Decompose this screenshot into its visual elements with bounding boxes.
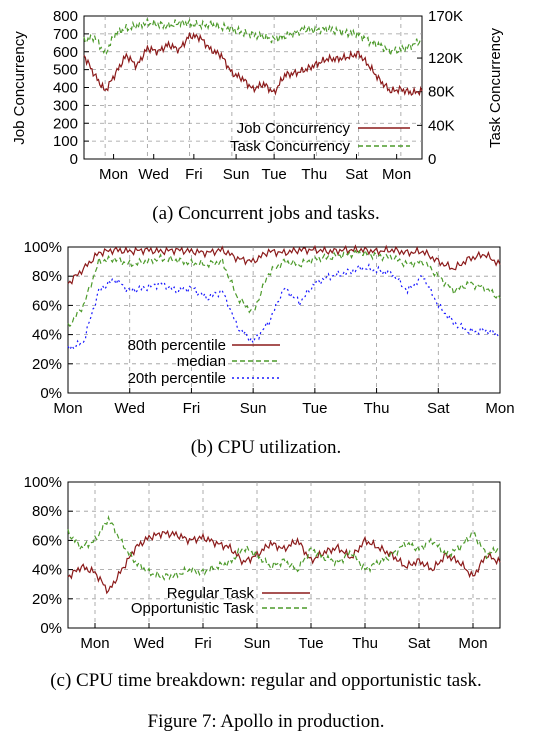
chart-c-ytick-label: 100%	[24, 474, 62, 491]
chart-a-caption: (a) Concurrent jobs and tasks.	[152, 203, 379, 224]
chart-c-xtick-label: Mon	[458, 635, 487, 652]
chart-c-xtick-label: Wed	[134, 635, 165, 652]
chart-a-xtick-label: Mon	[99, 166, 128, 183]
chart-b-ytick-label: 80%	[32, 268, 62, 285]
chart-c-series-opportunistic-task	[67, 514, 501, 581]
chart-c-xtick-label: Sun	[244, 635, 271, 652]
chart-c-xtick-label: Sat	[408, 635, 431, 652]
chart-a-legend: Job Concurrency Task Concurrency	[230, 120, 410, 155]
chart-b-xtick-label: Sat	[427, 400, 450, 417]
chart-b-series-median	[67, 248, 501, 328]
chart-b-ytick-label: 100%	[24, 239, 62, 256]
legend-20th-percentile: 20th percentile	[128, 370, 226, 387]
chart-a-xtick-label: Mon	[382, 166, 411, 183]
chart-c-grid	[68, 482, 500, 628]
chart-c-ytick-label: 0%	[40, 620, 62, 637]
chart-c-ytick-label: 60%	[32, 532, 62, 549]
chart-a-ytick-label: 100	[53, 133, 78, 150]
chart-c-xtick-label: Thu	[352, 635, 378, 652]
chart-c-ytick-label: 20%	[32, 591, 62, 608]
chart-b-ytick-label: 60%	[32, 297, 62, 314]
chart-b-series-80th-percentile	[67, 244, 501, 285]
legend-regular-task: Regular Task	[167, 585, 255, 602]
chart-c-ytick-label: 40%	[32, 562, 62, 579]
chart-a-ytick-label: 700	[53, 26, 78, 43]
chart-a-series-task-concurrency	[83, 18, 423, 56]
chart-c-series-regular-task	[67, 529, 501, 595]
chart-b-xtick-label: Mon	[53, 400, 82, 417]
chart-a-xtick-label: Sat	[345, 166, 368, 183]
chart-c-ytick-label: 80%	[32, 503, 62, 520]
chart-a-ytick-label: 400	[53, 80, 78, 97]
chart-c-x-ticks: Mon Wed Fri Sun Tue Thu Sat Mon	[80, 623, 488, 652]
chart-b-xtick-label: Sun	[240, 400, 267, 417]
chart-c-legend: Regular Task Opportunistic Task	[131, 585, 310, 617]
chart-a-y2label: Task Concurrency	[487, 27, 504, 148]
chart-b-legend: 80th percentile median 20th percentile	[128, 337, 280, 387]
figure-caption: Figure 7: Apollo in production.	[148, 711, 385, 732]
chart-a-y2tick-label: 120K	[428, 50, 463, 67]
chart-a-series	[83, 18, 423, 97]
legend-task-concurrency: Task Concurrency	[230, 138, 351, 155]
chart-a-ylabel: Job Concurrency	[11, 31, 28, 145]
chart-b-xtick-label: Mon	[485, 400, 514, 417]
chart-a-xtick-label: Fri	[185, 166, 203, 183]
chart-c-xtick-label: Fri	[194, 635, 212, 652]
chart-a-ytick-label: 500	[53, 62, 78, 79]
chart-c-caption: (c) CPU time breakdown: regular and oppo…	[50, 670, 482, 691]
chart-b-series-20th-percentile	[67, 263, 501, 351]
chart-a-y2tick-label: 0	[428, 151, 436, 168]
chart-a-ytick-label: 300	[53, 97, 78, 114]
chart-b-xtick-label: Wed	[114, 400, 145, 417]
chart-b-ytick-label: 40%	[32, 327, 62, 344]
chart-b-frame	[67, 246, 501, 394]
chart-b-ytick-label: 20%	[32, 356, 62, 373]
chart-c-xtick-label: Tue	[298, 635, 323, 652]
chart-a-x-ticks: Mon Wed Fri Sun Tue Thu Sat Mon	[99, 154, 411, 183]
chart-a-series-job-concurrency	[83, 31, 423, 97]
chart-b-grid	[68, 247, 500, 393]
chart-a-y2tick-label: 170K	[428, 8, 463, 25]
chart-a-xtick-label: Sun	[223, 166, 250, 183]
chart-b-xtick-label: Fri	[183, 400, 201, 417]
legend-median: median	[177, 353, 226, 370]
chart-b-ytick-label: 0%	[40, 385, 62, 402]
chart-b-y-ticks: 0% 20% 40% 60% 80% 100%	[24, 239, 73, 402]
legend-80th-percentile: 80th percentile	[128, 337, 226, 354]
chart-a-xtick-label: Wed	[138, 166, 169, 183]
chart-c-frame	[67, 481, 501, 629]
chart-a-xtick-label: Tue	[261, 166, 286, 183]
chart-c-xtick-label: Mon	[80, 635, 109, 652]
chart-a-grid	[84, 16, 422, 159]
chart-a-ytick-label: 0	[70, 151, 78, 168]
chart-b-xtick-label: Thu	[364, 400, 390, 417]
chart-a-ytick-label: 200	[53, 115, 78, 132]
chart-c-cpu-time-breakdown: 0% 20% 40% 60% 80% 100% Mon Wed Fri Sun Tue Thu Sat…	[24, 474, 501, 691]
legend-opportunistic-task: Opportunistic Task	[131, 600, 255, 617]
chart-a-xtick-label: Thu	[301, 166, 327, 183]
chart-c-series	[67, 514, 501, 595]
chart-a-y2-ticks: 0 40K 80K 120K 170K	[417, 8, 463, 168]
chart-c-y-ticks: 0% 20% 40% 60% 80% 100%	[24, 474, 73, 637]
chart-b-xtick-label: Tue	[302, 400, 327, 417]
chart-a-ytick-label: 800	[53, 8, 78, 25]
chart-a-ytick-label: 600	[53, 44, 78, 61]
chart-a-y2tick-label: 40K	[428, 117, 455, 134]
chart-b-cpu-utilization: 0% 20% 40% 60% 80% 100% Mon Wed Fri Sun Tue Thu Sat…	[24, 239, 515, 458]
chart-b-x-ticks: Mon Wed Fri Sun Tue Thu Sat Mon	[53, 388, 515, 417]
chart-b-caption: (b) CPU utilization.	[191, 437, 341, 458]
chart-a-y2tick-label: 80K	[428, 84, 455, 101]
legend-job-concurrency: Job Concurrency	[237, 120, 351, 137]
chart-b-series	[67, 244, 501, 351]
